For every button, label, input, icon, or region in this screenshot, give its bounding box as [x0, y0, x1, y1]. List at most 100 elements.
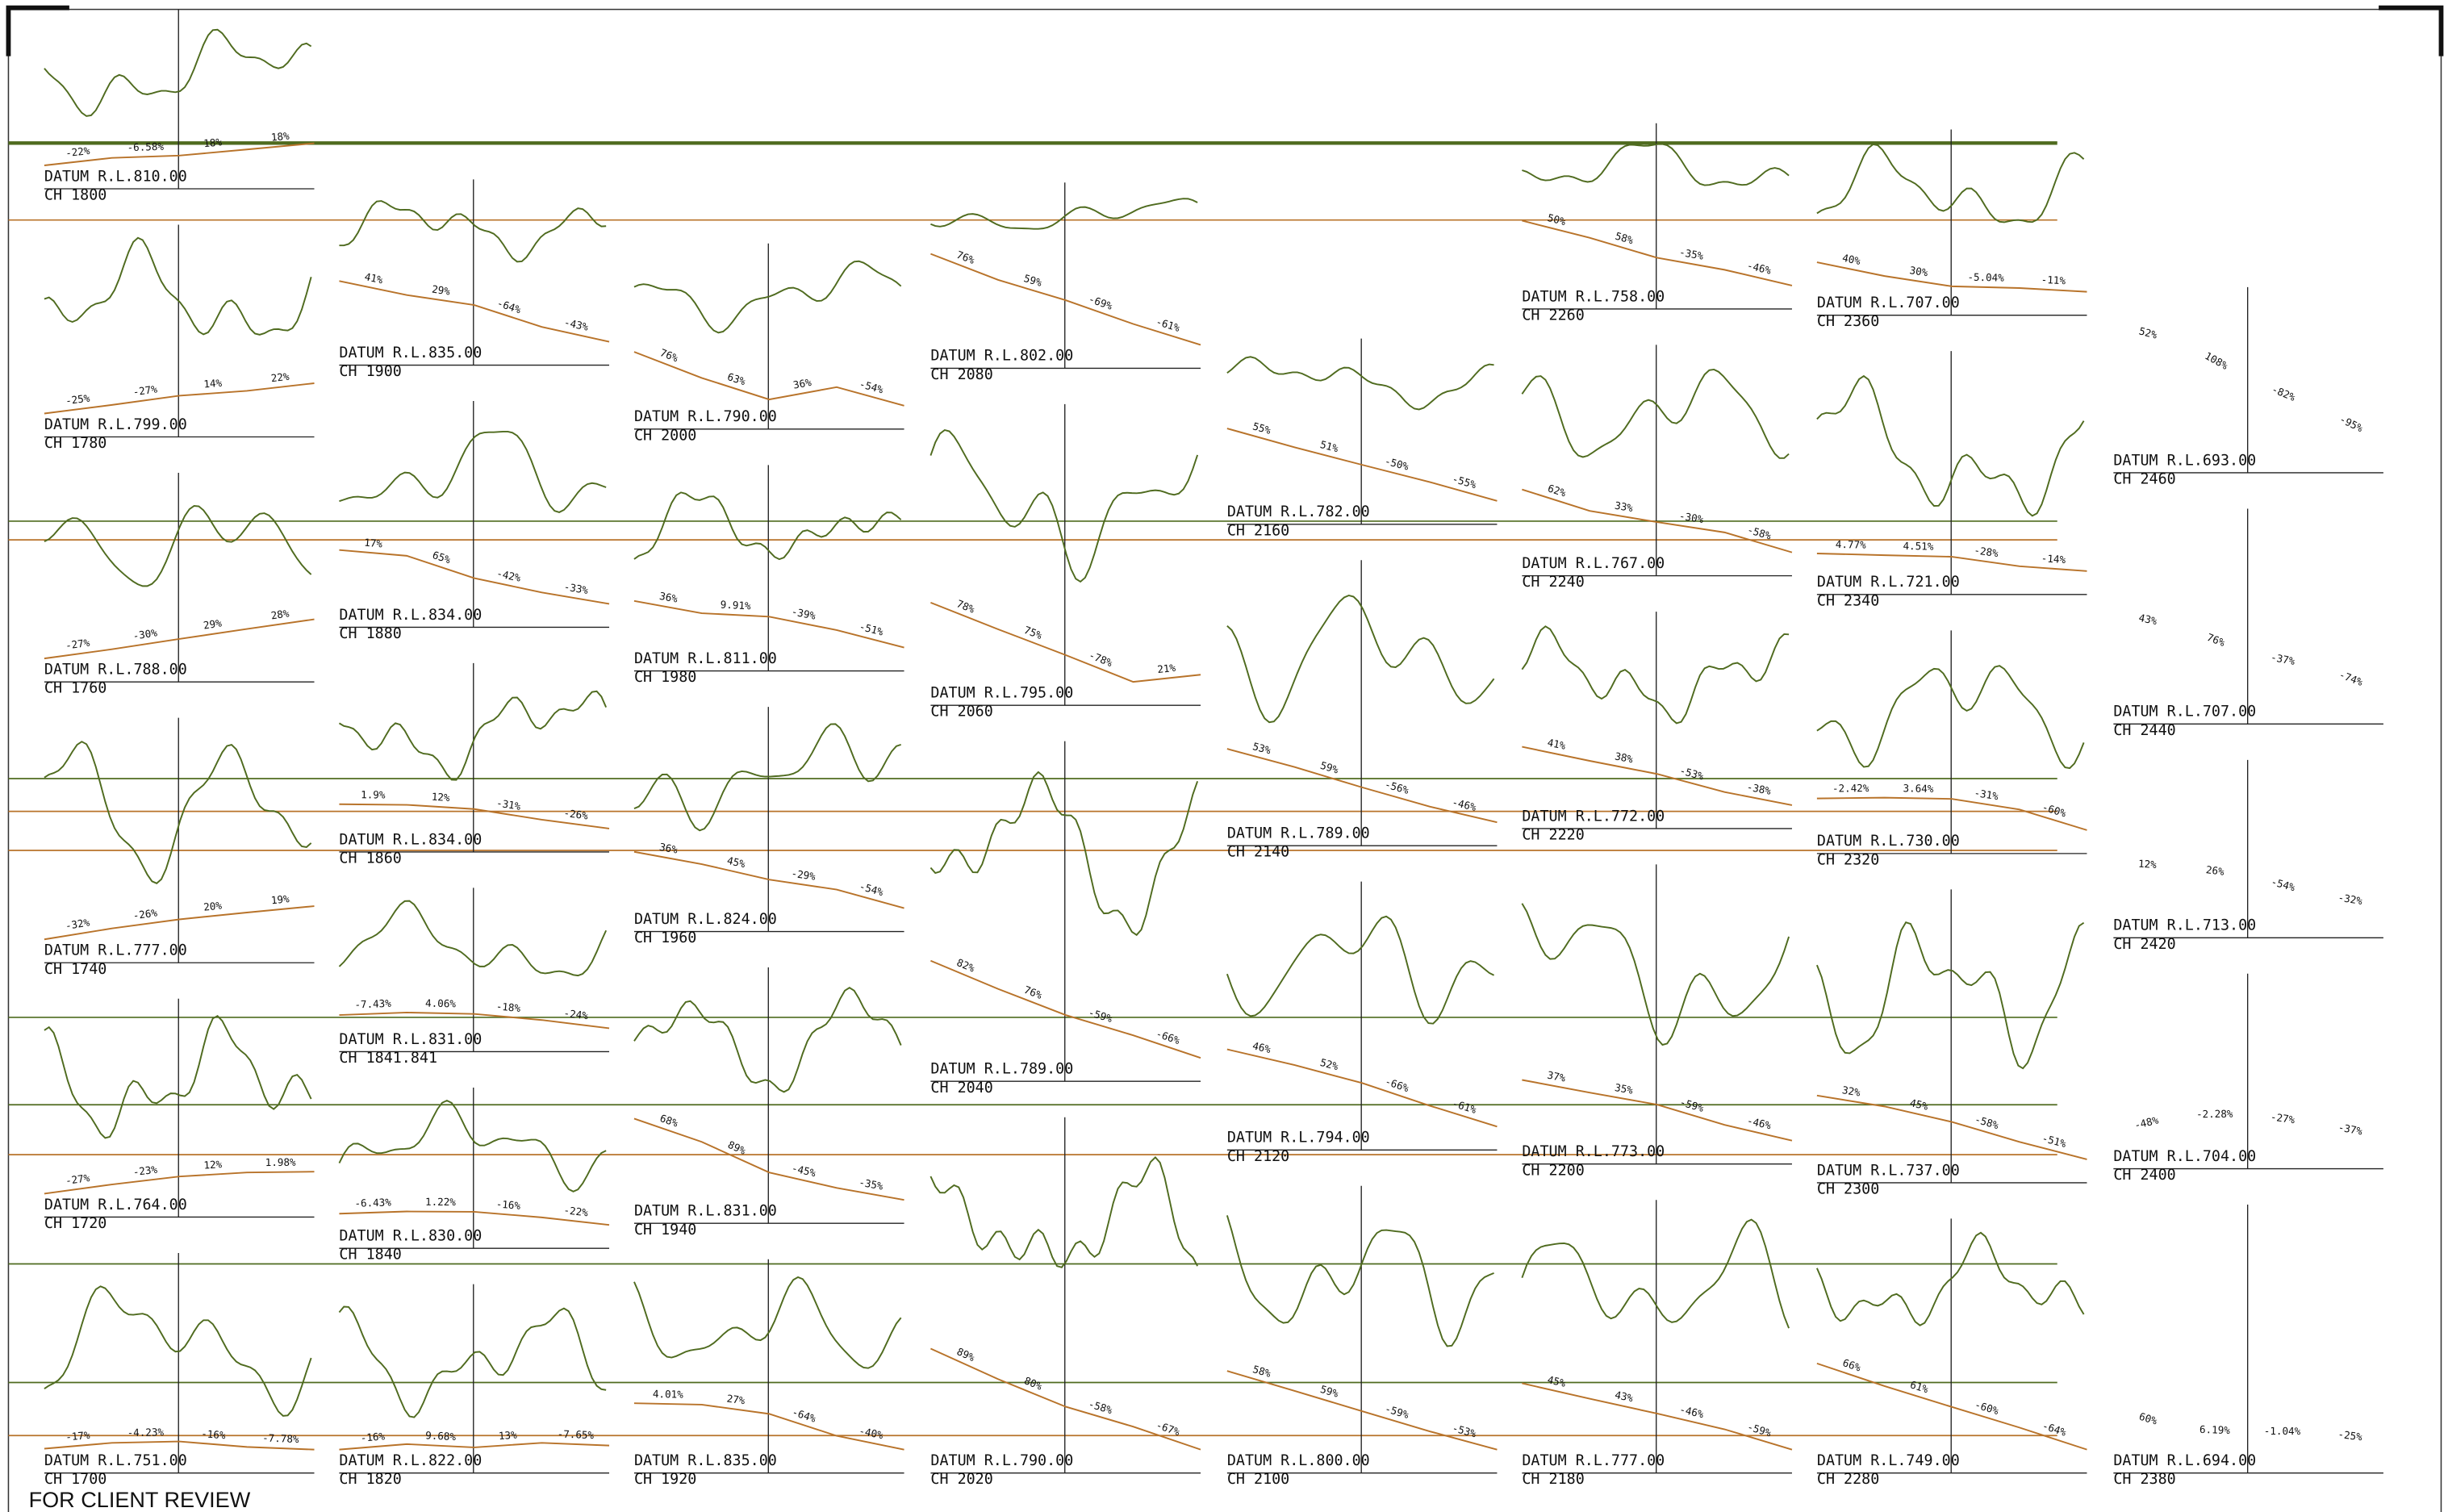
- slope-label: -38%: [1746, 780, 1773, 797]
- grade-line: [44, 142, 315, 166]
- grade-line: [930, 253, 1201, 346]
- chainage-label: CH 2240: [1522, 574, 1584, 591]
- slope-label: 1.9%: [361, 788, 386, 800]
- slope-label: -40%: [858, 1425, 884, 1442]
- slope-label: 41%: [364, 270, 385, 286]
- slope-label: -35%: [1678, 246, 1705, 262]
- ground-line: [1522, 143, 1790, 186]
- datum-label: DATUM R.L.831.00: [634, 1203, 777, 1220]
- slope-label: 80%: [1022, 1374, 1044, 1393]
- datum-label: DATUM R.L.693.00: [2113, 452, 2256, 469]
- slope-label: 36%: [658, 841, 679, 856]
- slope-label: -46%: [1678, 1403, 1705, 1421]
- slope-label: -22%: [65, 144, 90, 159]
- slope-label: -6.58%: [127, 140, 164, 154]
- chainage-label: CH 2080: [930, 366, 992, 383]
- grade-line: [1226, 1048, 1498, 1128]
- datum-label: DATUM R.L.835.00: [339, 345, 482, 361]
- slope-label: -46%: [1451, 796, 1477, 814]
- datum-label: DATUM R.L.777.00: [44, 942, 187, 959]
- datum-label: DATUM R.L.707.00: [1817, 294, 1960, 311]
- grade-line: [339, 803, 610, 829]
- chainage-label: CH 2460: [2113, 471, 2175, 488]
- ground-line: [44, 1015, 312, 1139]
- slope-label: -31%: [495, 796, 522, 812]
- slope-label: -54%: [858, 880, 885, 899]
- grade-line: [1522, 1079, 1793, 1142]
- slope-label: 36%: [792, 376, 813, 391]
- slope-label: -45%: [791, 1162, 817, 1179]
- slope-label: 12%: [2138, 858, 2158, 871]
- ground-line: [633, 260, 902, 334]
- datum-label: DATUM R.L.782.00: [1227, 503, 1370, 520]
- slope-label: 37%: [1546, 1069, 1567, 1084]
- datum-label: DATUM R.L.824.00: [634, 911, 777, 928]
- ground-line: [929, 428, 1199, 583]
- ground-line: [1816, 665, 2085, 770]
- slope-label: 29%: [203, 616, 223, 631]
- chainage-label: CH 1960: [634, 929, 696, 946]
- slope-label: 21%: [1157, 662, 1177, 675]
- slope-label: 20%: [203, 899, 223, 913]
- datum-label: DATUM R.L.772.00: [1522, 808, 1665, 825]
- datum-label: DATUM R.L.790.00: [634, 408, 777, 425]
- chainage-label: CH 2060: [930, 704, 992, 720]
- slope-label: 66%: [1841, 1356, 1863, 1374]
- slope-label: 9.68%: [425, 1429, 457, 1443]
- grade-line: [1816, 1362, 2087, 1451]
- ground-line: [44, 28, 312, 117]
- slope-label: -27%: [132, 382, 158, 398]
- slope-label: -53%: [1451, 1422, 1478, 1439]
- slope-label: 76%: [1022, 984, 1044, 1001]
- slope-label: 62%: [1546, 482, 1568, 499]
- ground-line: [633, 723, 901, 832]
- datum-label: DATUM R.L.811.00: [634, 650, 777, 667]
- grade-line: [633, 351, 904, 407]
- slope-label: -46%: [1746, 1114, 1773, 1132]
- chainage-label: CH 2100: [1227, 1471, 1289, 1488]
- slope-label: 3.64%: [1903, 782, 1934, 795]
- datum-label: DATUM R.L.749.00: [1817, 1452, 1960, 1469]
- datum-label: DATUM R.L.713.00: [2113, 917, 2256, 934]
- slope-label: -35%: [858, 1176, 884, 1192]
- ground-line: [44, 741, 312, 884]
- chainage-label: CH 2000: [634, 427, 696, 444]
- grade-line: [1226, 1370, 1498, 1451]
- chainage-label: CH 2260: [1522, 307, 1584, 324]
- slope-label: -24%: [563, 1007, 589, 1022]
- slope-label: -37%: [2337, 1121, 2364, 1137]
- slope-label: 58%: [1614, 230, 1635, 247]
- slope-label: 51%: [1319, 438, 1340, 454]
- slope-label: -46%: [1746, 259, 1773, 277]
- grade-line: [44, 905, 315, 941]
- slope-label: 68%: [658, 1112, 680, 1130]
- slope-label: 4.77%: [1836, 538, 1867, 551]
- ground-line: [44, 236, 312, 336]
- slope-label: -22%: [563, 1204, 589, 1218]
- slope-label: -7.43%: [354, 997, 391, 1011]
- datum-label: DATUM R.L.795.00: [930, 684, 1073, 701]
- chainage-label: CH 2400: [2113, 1167, 2175, 1184]
- chainage-label: CH 2380: [2113, 1471, 2175, 1488]
- ground-line: [44, 1285, 312, 1417]
- grade-line: [1816, 796, 2087, 831]
- slope-label: -50%: [1384, 455, 1410, 473]
- grade-line: [1816, 553, 2087, 572]
- grade-line: [339, 1442, 610, 1451]
- datum-label: DATUM R.L.822.00: [339, 1452, 482, 1469]
- chainage-label: CH 2360: [1817, 313, 1879, 330]
- slope-label: -28%: [1974, 544, 1999, 559]
- slope-label: 12%: [203, 1158, 223, 1171]
- slope-label: 33%: [1614, 499, 1634, 515]
- slope-label: -37%: [2270, 651, 2296, 667]
- chainage-label: CH 2020: [930, 1471, 992, 1488]
- datum-label: DATUM R.L.799.00: [44, 416, 187, 433]
- slope-label: -53%: [1678, 764, 1706, 782]
- slope-label: -11%: [2041, 274, 2066, 287]
- slope-label: -4.23%: [127, 1426, 164, 1439]
- ground-line: [1816, 921, 2085, 1070]
- slope-label: -17%: [65, 1429, 91, 1443]
- slope-label: 59%: [1319, 759, 1340, 776]
- sections: DATUM R.L.810.00 CH 1800 -22% -6.58% 18% 18% D…: [44, 9, 2383, 1488]
